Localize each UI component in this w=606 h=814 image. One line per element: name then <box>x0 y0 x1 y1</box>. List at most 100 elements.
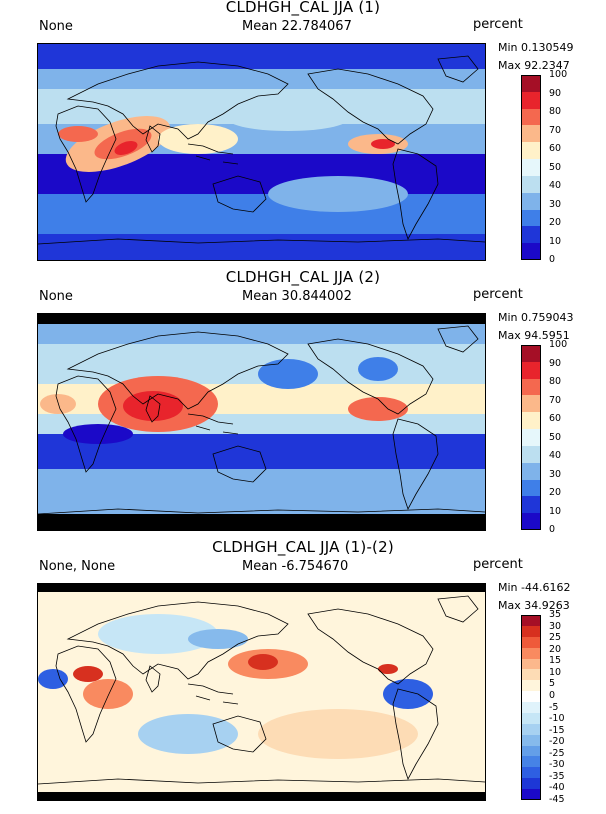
colorbar-tick-label: 50 <box>549 431 562 443</box>
colorbar-tick-label: 50 <box>549 161 562 173</box>
colorbar-swatch <box>521 361 541 380</box>
colorbar-tick-label: 20 <box>549 487 562 498</box>
left-label: None <box>39 289 73 304</box>
map-plot <box>37 313 486 531</box>
colorbar-swatch <box>521 778 541 790</box>
colorbar-tick-label: 80 <box>549 376 562 387</box>
colorbar-tick-label: -30 <box>549 759 565 771</box>
colorbar-swatch <box>521 636 541 649</box>
colorbar-swatch <box>521 192 541 211</box>
colorbar-swatch <box>521 226 541 244</box>
colorbar-swatch <box>521 159 541 177</box>
mean-label: Mean -6.754670 <box>242 559 349 574</box>
colorbar-swatch <box>521 702 541 714</box>
colorbar-tick-label: 10 <box>549 235 562 247</box>
colorbar-tick-label: 20 <box>549 217 562 228</box>
plot-title: CLDHGH_CAL JJA (1) <box>225 0 381 16</box>
colorbar-swatch <box>521 412 541 430</box>
max-label: Max 94.5951 <box>498 329 570 342</box>
colorbar-swatch <box>521 75 541 93</box>
min-label: Min -44.6162 <box>498 581 571 594</box>
colorbar-swatch <box>521 647 541 660</box>
colorbar-swatch <box>521 513 541 531</box>
colorbar-swatch <box>521 723 541 736</box>
colorbar-swatch <box>521 209 541 227</box>
units-label: percent <box>473 287 523 302</box>
colorbar-tick-label: 40 <box>549 450 562 461</box>
colorbar-swatch <box>521 680 541 692</box>
max-label: Max 92.2347 <box>498 59 570 72</box>
panel-2: CLDHGH_CAL JJA (2) None Mean 30.844002 p… <box>0 268 606 540</box>
colorbar-tick-label: 10 <box>549 666 562 678</box>
colorbar-swatch <box>521 345 541 363</box>
colorbar-tick-label: 0 <box>549 524 556 535</box>
colorbar-swatch <box>521 767 541 779</box>
colorbar-swatch <box>521 745 541 757</box>
mean-label: Mean 22.784067 <box>242 19 352 34</box>
colorbar-tick-label: 80 <box>549 106 562 117</box>
colorbar-tick-label: 100 <box>549 69 568 80</box>
colorbar-tick-label: 90 <box>549 357 562 369</box>
colorbar-tick-label: -45 <box>549 794 565 805</box>
colorbar-tick-label: 5 <box>549 678 556 690</box>
colorbar-swatch <box>521 462 541 481</box>
left-label: None, None <box>39 559 116 574</box>
colorbar <box>521 75 541 261</box>
colorbar-tick-label: -20 <box>549 736 565 748</box>
colorbar-tick-label: 70 <box>549 394 562 406</box>
colorbar-swatch <box>521 756 541 768</box>
map-plot <box>37 43 486 261</box>
colorbar-swatch <box>521 243 541 261</box>
colorbar-tick-label: 90 <box>549 87 562 99</box>
colorbar-swatch <box>521 669 541 681</box>
colorbar-tick-label: -40 <box>549 782 565 794</box>
units-label: percent <box>473 17 523 32</box>
colorbar <box>521 345 541 531</box>
colorbar-tick-label: 10 <box>549 505 562 517</box>
colorbar-tick-label: 35 <box>549 609 562 620</box>
colorbar-swatch <box>521 658 541 670</box>
left-label: None <box>39 19 73 34</box>
colorbar-swatch <box>521 142 541 160</box>
min-label: Min 0.759043 <box>498 311 574 324</box>
colorbar-swatch <box>521 378 541 396</box>
colorbar-swatch <box>521 175 541 194</box>
colorbar-tick-label: 25 <box>549 632 562 644</box>
colorbar-tick-label: 40 <box>549 180 562 191</box>
panel-3: CLDHGH_CAL JJA (1)-(2) None, None Mean -… <box>0 538 606 810</box>
colorbar-tick-label: 30 <box>549 468 562 480</box>
colorbar-swatch <box>521 429 541 447</box>
colorbar-tick-label: 60 <box>549 143 562 154</box>
units-label: percent <box>473 557 523 572</box>
colorbar-swatch <box>521 625 541 638</box>
colorbar-tick-label: 20 <box>549 643 562 655</box>
colorbar-swatch <box>521 91 541 110</box>
map-plot <box>37 583 486 801</box>
colorbar-swatch <box>521 445 541 464</box>
min-label: Min 0.130549 <box>498 41 574 54</box>
colorbar-swatch <box>521 734 541 747</box>
colorbar-swatch <box>521 479 541 497</box>
colorbar-tick-label: -15 <box>549 724 565 736</box>
colorbar-tick-label: 70 <box>549 124 562 136</box>
plot-title: CLDHGH_CAL JJA (2) <box>225 268 381 286</box>
colorbar-tick-label: -10 <box>549 713 565 725</box>
colorbar-tick-label: 0 <box>549 689 556 701</box>
colorbar-tick-label: 100 <box>549 339 568 350</box>
colorbar-swatch <box>521 496 541 514</box>
colorbar-tick-label: -25 <box>549 747 565 759</box>
colorbar <box>521 615 541 801</box>
colorbar-tick-label: 30 <box>549 620 562 632</box>
colorbar-tick-label: 0 <box>549 254 556 265</box>
colorbar-tick-label: 60 <box>549 413 562 424</box>
colorbar-tick-label: 15 <box>549 655 562 667</box>
colorbar-swatch <box>521 615 541 627</box>
colorbar-swatch <box>521 789 541 801</box>
colorbar-tick-label: -35 <box>549 770 565 782</box>
colorbar-swatch <box>521 712 541 725</box>
colorbar-tick-label: -5 <box>549 701 559 713</box>
colorbar-tick-label: 30 <box>549 198 562 210</box>
colorbar-swatch <box>521 395 541 413</box>
colorbar-swatch <box>521 691 541 703</box>
plot-title: CLDHGH_CAL JJA (1)-(2) <box>212 538 394 556</box>
